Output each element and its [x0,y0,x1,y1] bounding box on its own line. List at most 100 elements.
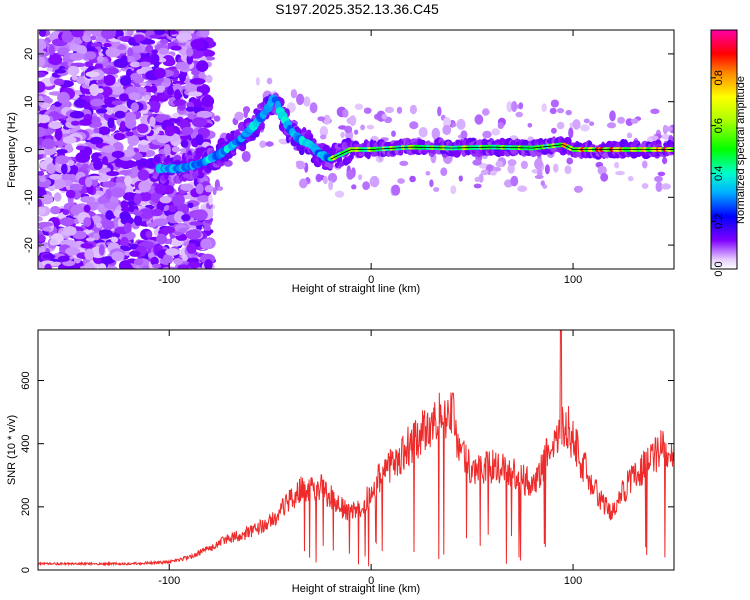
noise-cell [165,248,180,256]
noise-cell [118,260,132,269]
noise-cell [165,30,179,35]
noise-cell [42,226,52,232]
noise-cell [137,169,150,181]
noise-cell [125,131,134,137]
noise-cell [81,163,90,169]
y-tick-label: 10 [23,96,35,108]
noise-cell [103,202,118,210]
noise-cell [191,117,208,128]
noise-cell [334,190,345,198]
noise-cell [90,35,97,41]
noise-cell [641,183,649,189]
noise-cell [234,111,244,121]
noise-cell [259,140,267,148]
noise-cell [133,76,145,84]
noise-cell [111,150,125,159]
ridge-halo-cell [182,173,192,179]
noise-cell [189,221,204,226]
noise-cell [177,264,190,269]
noise-cell [54,69,67,74]
noise-cell [187,202,194,209]
ridge-halo-cell [166,154,171,165]
noise-cell [112,105,128,114]
noise-cell [71,30,84,38]
noise-cell [360,124,365,131]
noise-cell [145,44,154,53]
noise-cell [544,164,550,175]
noise-cell [100,86,113,97]
noise-cell [163,144,171,156]
noise-cell [606,122,617,129]
noise-cell [138,61,151,67]
noise-cell [597,165,607,175]
noise-cell [98,244,105,256]
noise-cell [54,101,62,107]
noise-cell [409,104,417,115]
noise-cell [101,256,116,264]
noise-cell [56,149,68,154]
noise-cell [85,71,100,78]
noise-cell [180,139,189,148]
noise-cell [133,210,143,216]
noise-cell [171,146,180,153]
noise-cell [55,155,69,165]
noise-cell [38,171,44,176]
noise-cell [90,98,104,107]
noise-cell [627,175,634,182]
noise-cell [473,183,482,189]
noise-cell [80,196,95,203]
noise-cell [111,100,123,106]
noise-cell [105,210,114,221]
noise-cell [399,160,409,166]
noise-cell [44,263,52,269]
noise-cell [41,138,56,150]
noise-cell [42,254,56,259]
ridge-halo-cell [550,148,558,153]
noise-cell [136,68,145,75]
noise-cell [110,236,119,243]
noise-cell [131,45,143,53]
noise-cell [123,192,138,201]
noise-cell [662,157,668,165]
snr-y-label: SNR (10 * v/v) [6,415,18,485]
noise-cell [651,135,659,141]
y-tick-label: 0 [20,567,32,573]
noise-cell [186,243,197,254]
noise-cell [366,124,375,130]
noise-cell [187,112,195,120]
noise-cell [196,60,209,72]
noise-cell [203,224,211,232]
noise-cell [149,34,162,39]
noise-cell [54,129,63,141]
noise-cell [440,167,448,176]
noise-cell [109,86,125,95]
noise-cell [615,170,625,176]
noise-cell [491,128,501,136]
noise-cell [187,261,201,269]
noise-cell [391,184,401,196]
noise-cell [193,209,208,221]
noise-cell [133,34,145,42]
noise-cell [162,266,179,269]
noise-cell [62,209,70,216]
noise-cell [175,61,190,71]
noise-cell [83,217,92,227]
noise-cell [41,260,55,266]
noise-cell [201,95,215,108]
noise-cell [510,175,519,187]
noise-cell [124,117,137,129]
noise-cell [129,250,141,257]
noise-cell [527,123,533,128]
noise-cell [319,126,329,137]
noise-cell [50,206,61,215]
noise-cell [84,30,93,36]
noise-cell [144,94,151,100]
noise-cell [157,57,167,63]
noise-cell [391,130,396,137]
noise-cell [150,53,160,65]
noise-cell [354,129,359,135]
noise-cell [172,83,183,93]
noise-cell [107,117,115,129]
